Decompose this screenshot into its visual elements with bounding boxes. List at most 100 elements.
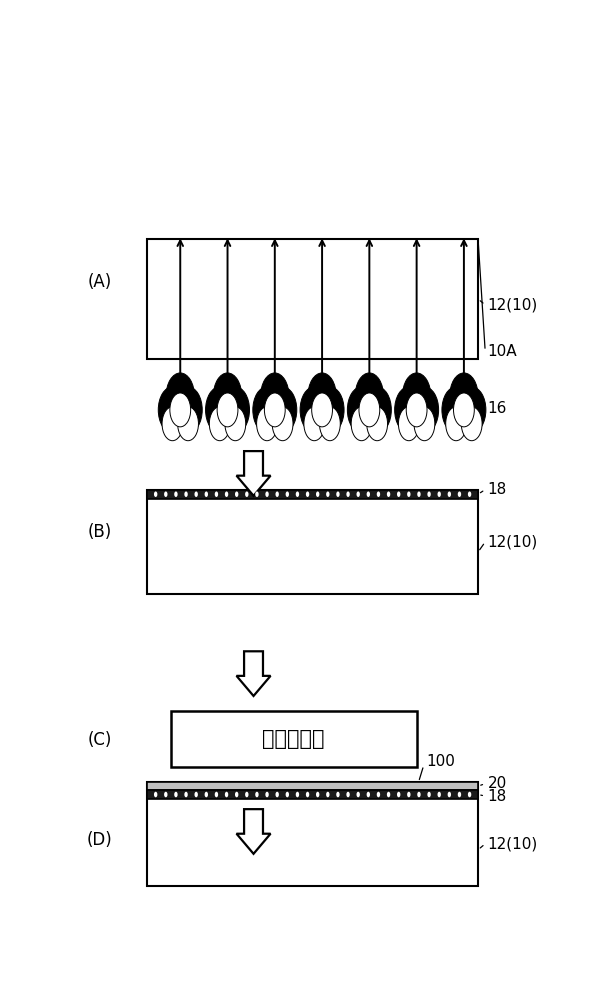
Circle shape (174, 792, 178, 797)
Circle shape (204, 792, 208, 797)
Circle shape (225, 407, 246, 441)
Circle shape (217, 393, 238, 427)
Circle shape (437, 792, 441, 797)
Text: 18: 18 (487, 789, 507, 804)
Circle shape (428, 792, 431, 797)
Circle shape (316, 491, 320, 497)
Text: (A): (A) (88, 273, 112, 291)
Circle shape (411, 387, 439, 433)
Polygon shape (237, 651, 271, 696)
Circle shape (174, 491, 178, 497)
Circle shape (326, 792, 329, 797)
Circle shape (453, 393, 475, 427)
Circle shape (255, 491, 259, 497)
Circle shape (225, 792, 228, 797)
Bar (147, 490, 478, 594)
Circle shape (356, 792, 360, 797)
Circle shape (296, 491, 299, 497)
Circle shape (326, 491, 329, 497)
Text: 12(10): 12(10) (487, 297, 538, 312)
Circle shape (195, 792, 198, 797)
Circle shape (178, 407, 198, 441)
Text: 10A: 10A (487, 344, 517, 359)
Circle shape (356, 491, 360, 497)
Circle shape (359, 393, 380, 427)
Circle shape (458, 792, 461, 797)
Text: 100: 100 (426, 754, 455, 769)
Circle shape (377, 792, 380, 797)
Circle shape (398, 407, 419, 441)
Bar (147, 782, 478, 886)
Bar (147, 782, 478, 790)
Circle shape (417, 792, 421, 797)
Circle shape (164, 491, 168, 497)
Circle shape (164, 792, 168, 797)
Circle shape (296, 792, 299, 797)
Circle shape (407, 491, 411, 497)
Circle shape (306, 491, 309, 497)
Circle shape (387, 491, 390, 497)
Bar (147, 239, 478, 359)
Circle shape (448, 491, 451, 497)
Circle shape (395, 387, 423, 433)
Circle shape (308, 373, 336, 419)
Circle shape (257, 407, 278, 441)
Circle shape (397, 792, 400, 797)
Circle shape (184, 491, 188, 497)
Text: 恢復热处理: 恢復热处理 (262, 729, 325, 749)
Circle shape (346, 491, 350, 497)
Circle shape (397, 491, 400, 497)
Circle shape (276, 792, 279, 797)
Text: 16: 16 (487, 401, 507, 416)
Circle shape (255, 792, 259, 797)
Circle shape (351, 407, 372, 441)
Circle shape (225, 491, 228, 497)
Circle shape (304, 407, 325, 441)
Circle shape (204, 491, 208, 497)
Polygon shape (237, 809, 271, 854)
Circle shape (367, 491, 370, 497)
Circle shape (316, 792, 320, 797)
Circle shape (316, 387, 344, 433)
Circle shape (209, 407, 230, 441)
Circle shape (265, 491, 269, 497)
Circle shape (442, 387, 470, 433)
Circle shape (377, 491, 380, 497)
Circle shape (428, 491, 431, 497)
Circle shape (215, 491, 218, 497)
Circle shape (403, 373, 431, 419)
Circle shape (158, 387, 187, 433)
Circle shape (221, 387, 249, 433)
Text: (C): (C) (88, 731, 112, 749)
Circle shape (245, 792, 248, 797)
Text: 12(10): 12(10) (487, 836, 538, 851)
Circle shape (417, 491, 421, 497)
Circle shape (300, 387, 328, 433)
Circle shape (461, 407, 482, 441)
Bar (147, 790, 478, 799)
Circle shape (253, 387, 281, 433)
Circle shape (264, 393, 285, 427)
Circle shape (407, 792, 411, 797)
Circle shape (285, 792, 289, 797)
Circle shape (448, 792, 451, 797)
Text: (D): (D) (87, 831, 113, 849)
Circle shape (367, 407, 387, 441)
Circle shape (458, 387, 486, 433)
Circle shape (450, 373, 478, 419)
Circle shape (260, 373, 289, 419)
Bar (171, 711, 417, 767)
Circle shape (468, 792, 472, 797)
Circle shape (195, 491, 198, 497)
Circle shape (336, 792, 340, 797)
Circle shape (414, 407, 435, 441)
Circle shape (437, 491, 441, 497)
Circle shape (346, 792, 350, 797)
Circle shape (468, 491, 472, 497)
Bar (147, 490, 478, 499)
Text: 18: 18 (487, 482, 507, 497)
Polygon shape (237, 451, 271, 496)
Circle shape (235, 491, 239, 497)
Circle shape (184, 792, 188, 797)
Circle shape (272, 407, 293, 441)
